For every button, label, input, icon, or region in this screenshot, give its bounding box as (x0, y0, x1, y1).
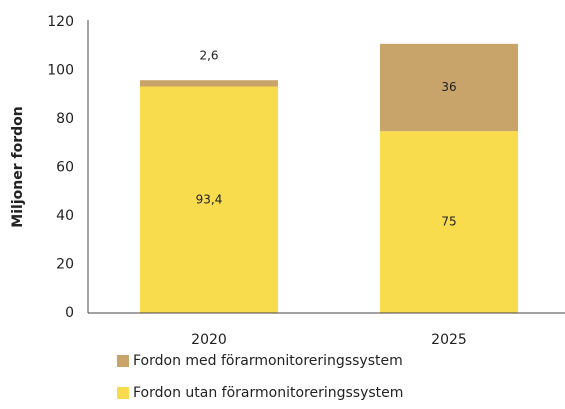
y-tick-label: 60 (56, 160, 74, 176)
x-tick-label: 2025 (431, 332, 467, 348)
bar-segment (380, 43, 518, 132)
bar-segment (140, 80, 278, 87)
legend-swatch (117, 387, 129, 399)
y-tick-label: 100 (47, 63, 74, 79)
data-label: 36 (441, 80, 456, 94)
data-label: 93,4 (196, 192, 223, 206)
legend-label: Fordon med förarmonitoreringssystem (133, 353, 403, 369)
legend-swatch (117, 355, 129, 367)
bar-segment (380, 131, 518, 313)
y-tick-label: 120 (47, 14, 74, 30)
y-tick-label: 0 (65, 305, 74, 321)
y-tick-label: 40 (56, 208, 74, 224)
y-axis-label: Miljoner fordon (10, 106, 26, 227)
bar-segment (140, 86, 278, 313)
legend-label: Fordon utan förarmonitoreringssystem (133, 385, 403, 401)
data-label: 75 (441, 215, 456, 229)
y-tick-label: 80 (56, 111, 74, 127)
y-tick-label: 20 (56, 257, 74, 273)
x-tick-label: 2020 (191, 332, 227, 348)
data-label: 2,6 (199, 49, 218, 63)
